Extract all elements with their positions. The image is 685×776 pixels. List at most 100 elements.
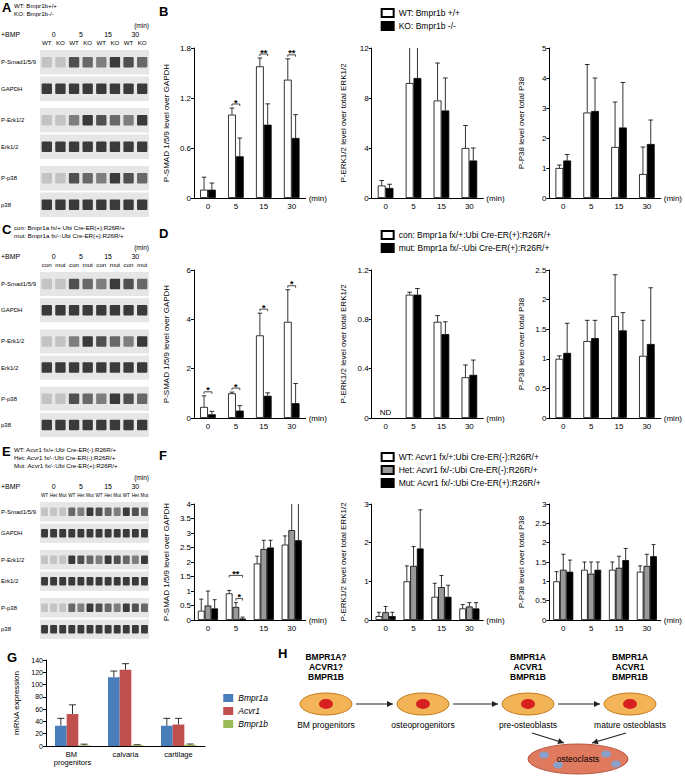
svg-text:Mut: Mut [113,493,121,498]
svg-text:(min): (min) [309,194,328,203]
svg-text:30: 30 [131,483,139,490]
svg-text:P-Smad1/5/9: P-Smad1/5/9 [1,59,37,65]
svg-text:mut: Bmpr1a fx/-:Ubi Cre-ER(+): mut: Bmpr1a fx/-:Ubi Cre-ER(+):R26R/+ [399,243,550,253]
svg-text:con: con [42,261,53,268]
svg-text:(min): (min) [134,474,149,482]
svg-text:1: 1 [542,164,547,173]
svg-text:1.2: 1.2 [358,266,370,275]
svg-text:5: 5 [79,483,83,490]
svg-text:+BMP: +BMP [1,483,21,490]
svg-text:3: 3 [187,529,192,538]
svg-text:2.5: 2.5 [180,543,192,552]
svg-text:BMPR1B: BMPR1B [510,672,546,682]
svg-text:0.4: 0.4 [358,364,370,373]
svg-text:con: Bmpr1a fx/+:Ubi Cre-ER(+): con: Bmpr1a fx/+:Ubi Cre-ER(+):R26R/+ [14,224,125,231]
svg-text:mRNA expression: mRNA expression [12,671,21,735]
svg-text:P-p38: P-p38 [1,175,18,181]
svg-text:BMPR1A: BMPR1A [510,652,546,662]
svg-text:BMPR1A: BMPR1A [612,652,648,662]
svg-text:0: 0 [187,194,192,203]
svg-text:5: 5 [234,624,239,633]
svg-text:WT: WT [68,493,75,498]
svg-text:p38: p38 [1,626,12,632]
svg-text:3.5: 3.5 [180,514,192,523]
svg-text:0: 0 [52,253,56,260]
svg-text:con: con [96,261,107,268]
svg-text:(min): (min) [134,22,149,30]
svg-text:Het: Acvr1 fx/-:Ubi Cre-ER(-):: Het: Acvr1 fx/-:Ubi Cre-ER(-):R26R/+ [14,454,116,461]
svg-text:WT: WT [42,39,52,46]
svg-text:Het: Het [50,493,58,498]
svg-text:P-ERK1/2 level over total ERK1: P-ERK1/2 level over total ERK1/2 [339,284,348,404]
svg-text:BMPR1B: BMPR1B [308,672,344,682]
svg-text:0: 0 [187,616,192,625]
svg-text:Mut: Mut [86,493,94,498]
svg-text:WT: WT [41,493,48,498]
svg-text:+BMP: +BMP [1,31,21,38]
svg-text:H: H [278,646,287,661]
svg-text:5: 5 [234,202,239,211]
svg-text:ACVR1: ACVR1 [616,662,645,672]
svg-text:*: * [290,279,294,289]
svg-text:100: 100 [31,681,43,688]
svg-text:0: 0 [383,624,388,633]
svg-text:0.5: 0.5 [535,596,547,605]
svg-text:BM progenitors: BM progenitors [297,720,355,730]
svg-text:Het: Het [132,493,140,498]
svg-text:15: 15 [615,624,624,633]
svg-text:1.5: 1.5 [535,325,547,334]
svg-text:*: * [234,98,238,108]
svg-text:3: 3 [542,104,547,113]
svg-text:Bmpr1b: Bmpr1b [238,719,268,729]
svg-text:15: 15 [437,202,446,211]
svg-text:WT: WT [69,39,79,46]
svg-text:0: 0 [561,624,566,633]
svg-text:30: 30 [131,253,139,260]
svg-text:0: 0 [383,202,388,211]
svg-text:8: 8 [364,94,369,103]
svg-text:0: 0 [206,422,211,431]
svg-text:5: 5 [589,202,594,211]
svg-text:0: 0 [542,414,547,423]
svg-text:1.2: 1.2 [180,94,192,103]
svg-text:*: * [234,382,238,392]
svg-text:2: 2 [542,134,547,143]
svg-text:GAPDH: GAPDH [1,86,22,92]
svg-text:P-ERK1/2 level over total ERK1: P-ERK1/2 level over total ERK1/2 [339,502,348,622]
svg-text:P-SMAD 1/5/9 level over GAPDH: P-SMAD 1/5/9 level over GAPDH [162,64,171,182]
svg-text:WT: Bmpr1b+/+: WT: Bmpr1b+/+ [14,2,57,9]
svg-text:1: 1 [364,577,369,586]
svg-text:Het: Acvr1 fx/-:Ubi Cre-ER(-):: Het: Acvr1 fx/-:Ubi Cre-ER(-):R26R/+ [399,465,538,475]
svg-text:15: 15 [615,202,624,211]
svg-text:15: 15 [104,253,112,260]
svg-text:0: 0 [52,483,56,490]
svg-text:P-ERK1/2 level over total ERK1: P-ERK1/2 level over total ERK1/2 [339,63,348,183]
svg-text:30: 30 [642,202,651,211]
svg-text:0: 0 [561,202,566,211]
svg-text:progenitors: progenitors [54,758,92,767]
svg-text:0: 0 [39,743,43,750]
svg-text:(min): (min) [664,414,683,423]
svg-text:5: 5 [589,422,594,431]
svg-text:**: ** [260,48,268,58]
svg-text:120: 120 [31,669,43,676]
svg-text:15: 15 [259,422,268,431]
svg-text:B: B [159,4,168,19]
svg-text:4: 4 [364,144,369,153]
svg-text:2: 2 [542,295,547,304]
svg-text:30: 30 [642,422,651,431]
svg-text:Het: Het [105,493,113,498]
svg-text:15: 15 [259,202,268,211]
svg-text:80: 80 [35,693,43,700]
svg-text:A: A [2,0,12,15]
svg-text:15: 15 [259,624,268,633]
svg-text:P-P38 level over total P38: P-P38 level over total P38 [517,76,526,169]
svg-text:15: 15 [104,483,112,490]
svg-text:Bmpr1a: Bmpr1a [238,693,268,703]
svg-text:(min): (min) [309,616,328,625]
svg-text:P-SMAD 1/5/9 level over GAPDH: P-SMAD 1/5/9 level over GAPDH [162,503,171,621]
svg-text:0: 0 [206,202,211,211]
svg-text:15: 15 [615,422,624,431]
svg-text:0: 0 [542,616,547,625]
svg-text:E: E [2,444,11,459]
